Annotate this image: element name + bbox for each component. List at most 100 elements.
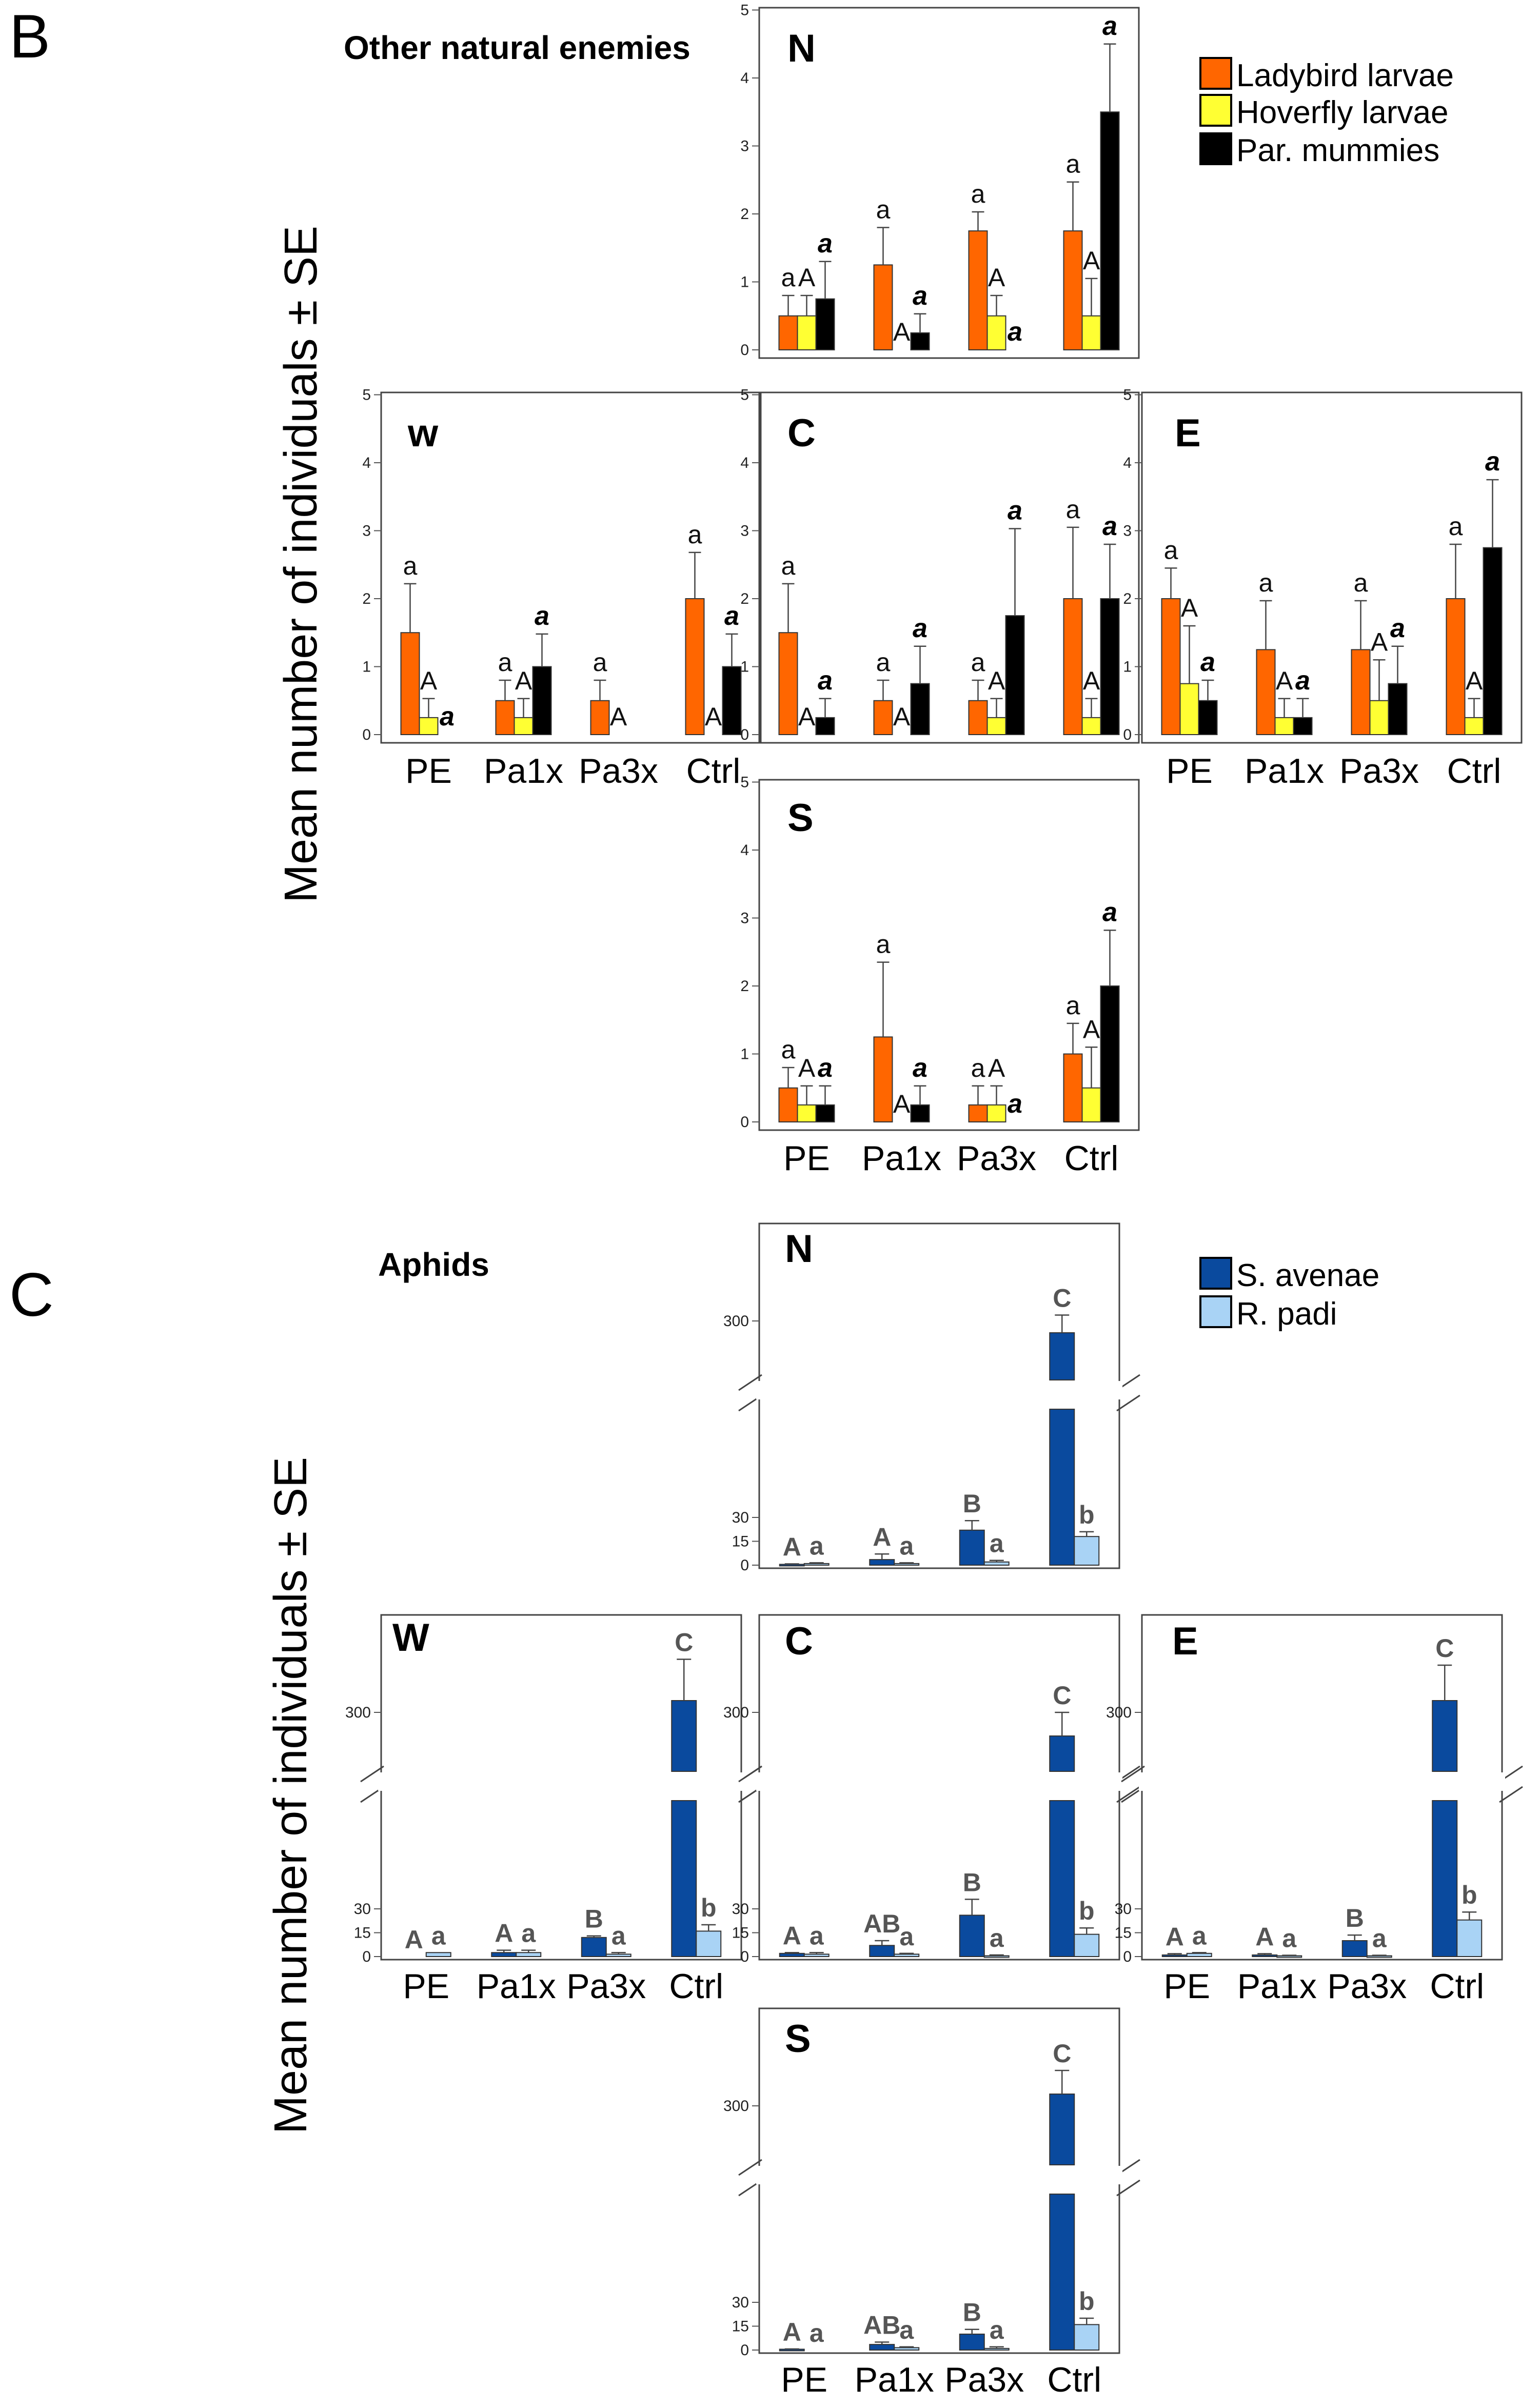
legend-swatch-ladybird xyxy=(1199,57,1232,90)
significance-letter: a xyxy=(810,1531,824,1560)
legend-aphids: S. avenae R. padi xyxy=(1199,1257,1379,1332)
bar-r-padi xyxy=(1366,1955,1392,1958)
significance-letter: a xyxy=(971,1054,985,1082)
significance-letter: a xyxy=(818,1053,833,1083)
legend-swatch-r-padi xyxy=(1199,1295,1232,1328)
y-tick-label: 300 xyxy=(345,1704,371,1721)
panel-aphids-E: E 0 15 30 300 A A B Ca a a b PE Pa1x Pa3x Ctrl xyxy=(1106,1614,1523,2006)
bar-par-mummies xyxy=(910,683,930,735)
panel-title: N xyxy=(785,1227,813,1271)
y-tick-label: 4 xyxy=(1123,455,1132,471)
significance-letter: A xyxy=(495,1919,513,1948)
y-tick-label: 0 xyxy=(740,1948,749,1965)
x-tick-label: Pa3x xyxy=(944,2360,1024,2399)
axis-gap xyxy=(378,1772,384,1791)
bar-ladybird-larvae xyxy=(495,700,515,735)
y-tick-label: 5 xyxy=(362,387,371,404)
significance-letter: a xyxy=(818,666,833,696)
y-tick-label: 15 xyxy=(1115,1925,1132,1942)
y-tick-label: 5 xyxy=(740,2,749,19)
x-tick-label: Pa3x xyxy=(1339,752,1419,791)
bar-s-avenae xyxy=(869,1559,895,1566)
y-tick-label: 1 xyxy=(740,274,749,291)
bar-s-avenae xyxy=(869,2344,895,2351)
bar-ladybird-larvae xyxy=(873,1036,893,1122)
axis-gap xyxy=(756,1381,762,1399)
bar-ladybird-larvae xyxy=(590,700,610,735)
significance-letter: A xyxy=(988,1054,1005,1082)
significance-letter: b xyxy=(701,1893,717,1922)
bar-s-avenae xyxy=(671,1800,697,1957)
significance-letter: a xyxy=(1354,568,1368,597)
y-tick-label: 3 xyxy=(740,910,749,927)
significance-letter: a xyxy=(1008,1089,1022,1119)
significance-letter: a xyxy=(403,551,418,580)
significance-letter: C xyxy=(675,1628,693,1657)
bar-r-padi xyxy=(1074,1933,1100,1958)
bar-hoverfly-larvae xyxy=(797,315,817,350)
legend-label-mummies: Par. mummies xyxy=(1236,133,1439,168)
y-tick-label: 0 xyxy=(740,1114,749,1131)
axis-gap xyxy=(1499,1772,1505,1791)
significance-letter: a xyxy=(899,1531,914,1560)
panel-frame xyxy=(758,391,1140,744)
x-tick-label: Pa1x xyxy=(862,1139,941,1178)
y-tick-label: 30 xyxy=(1115,1901,1132,1918)
significance-letter: A xyxy=(1255,1922,1274,1951)
significance-letter: a xyxy=(990,2316,1004,2344)
panel-frame xyxy=(758,7,1140,359)
significance-letter: a xyxy=(1282,1924,1297,1953)
y-tick-label: 300 xyxy=(723,1704,749,1721)
significance-letter: A xyxy=(1083,666,1100,695)
significance-letter: B xyxy=(1346,1904,1364,1932)
significance-letter: A xyxy=(705,702,722,731)
y-tick-label: 1 xyxy=(740,659,749,676)
significance-letter: a xyxy=(1102,511,1117,541)
bar-ladybird-larvae xyxy=(778,632,798,735)
x-tick-label: Pa3x xyxy=(1327,1967,1407,2006)
bar-par-mummies xyxy=(1100,985,1120,1122)
significance-letter: A xyxy=(1083,246,1100,275)
y-tick-label: 0 xyxy=(1123,726,1132,743)
bar-par-mummies xyxy=(1005,615,1025,735)
significance-letter: A xyxy=(893,702,911,731)
significance-letter: AB xyxy=(863,2311,900,2340)
significance-letter: a xyxy=(1192,1921,1207,1950)
bar-r-padi xyxy=(803,1953,830,1958)
significance-letter: a xyxy=(899,2316,914,2344)
significance-letter: A xyxy=(420,666,438,695)
panel-frame xyxy=(380,391,762,744)
bar-hoverfly-larvae xyxy=(1274,717,1294,735)
y-tick-label: 0 xyxy=(740,2342,749,2359)
y-tick-label: 0 xyxy=(740,342,749,359)
significance-letter: B xyxy=(963,1868,981,1897)
significance-letter: A xyxy=(798,702,816,731)
panel-title: C xyxy=(785,1620,813,1663)
bar-s-avenae xyxy=(1341,1940,1368,1957)
significance-letter: a xyxy=(1066,150,1080,179)
bar-r-padi xyxy=(894,1953,920,1958)
x-tick-label: Pa1x xyxy=(1237,1967,1317,2006)
legend-swatch-mummies xyxy=(1199,132,1232,165)
bar-ladybird-larvae xyxy=(1161,598,1181,735)
legend-label-ladybird: Ladybird larvae xyxy=(1236,58,1454,93)
bar-par-mummies xyxy=(815,298,835,350)
bar-par-mummies xyxy=(532,666,552,735)
significance-letter: a xyxy=(1164,536,1178,564)
bar-ladybird-larvae xyxy=(873,700,893,735)
bar-r-padi xyxy=(803,1563,830,1566)
bar-s-avenae xyxy=(869,1945,895,1958)
significance-letter: a xyxy=(724,601,739,631)
y-tick-label: 30 xyxy=(732,1901,749,1918)
axis-break-mark xyxy=(738,1765,762,1783)
bar-ladybird-larvae xyxy=(1256,649,1276,735)
significance-letter: a xyxy=(1102,11,1117,41)
bar-r-padi xyxy=(894,2347,920,2351)
bar-hoverfly-larvae xyxy=(986,717,1006,735)
significance-letter: A xyxy=(988,666,1005,695)
significance-letter: a xyxy=(535,601,549,631)
bar-par-mummies xyxy=(815,717,835,735)
